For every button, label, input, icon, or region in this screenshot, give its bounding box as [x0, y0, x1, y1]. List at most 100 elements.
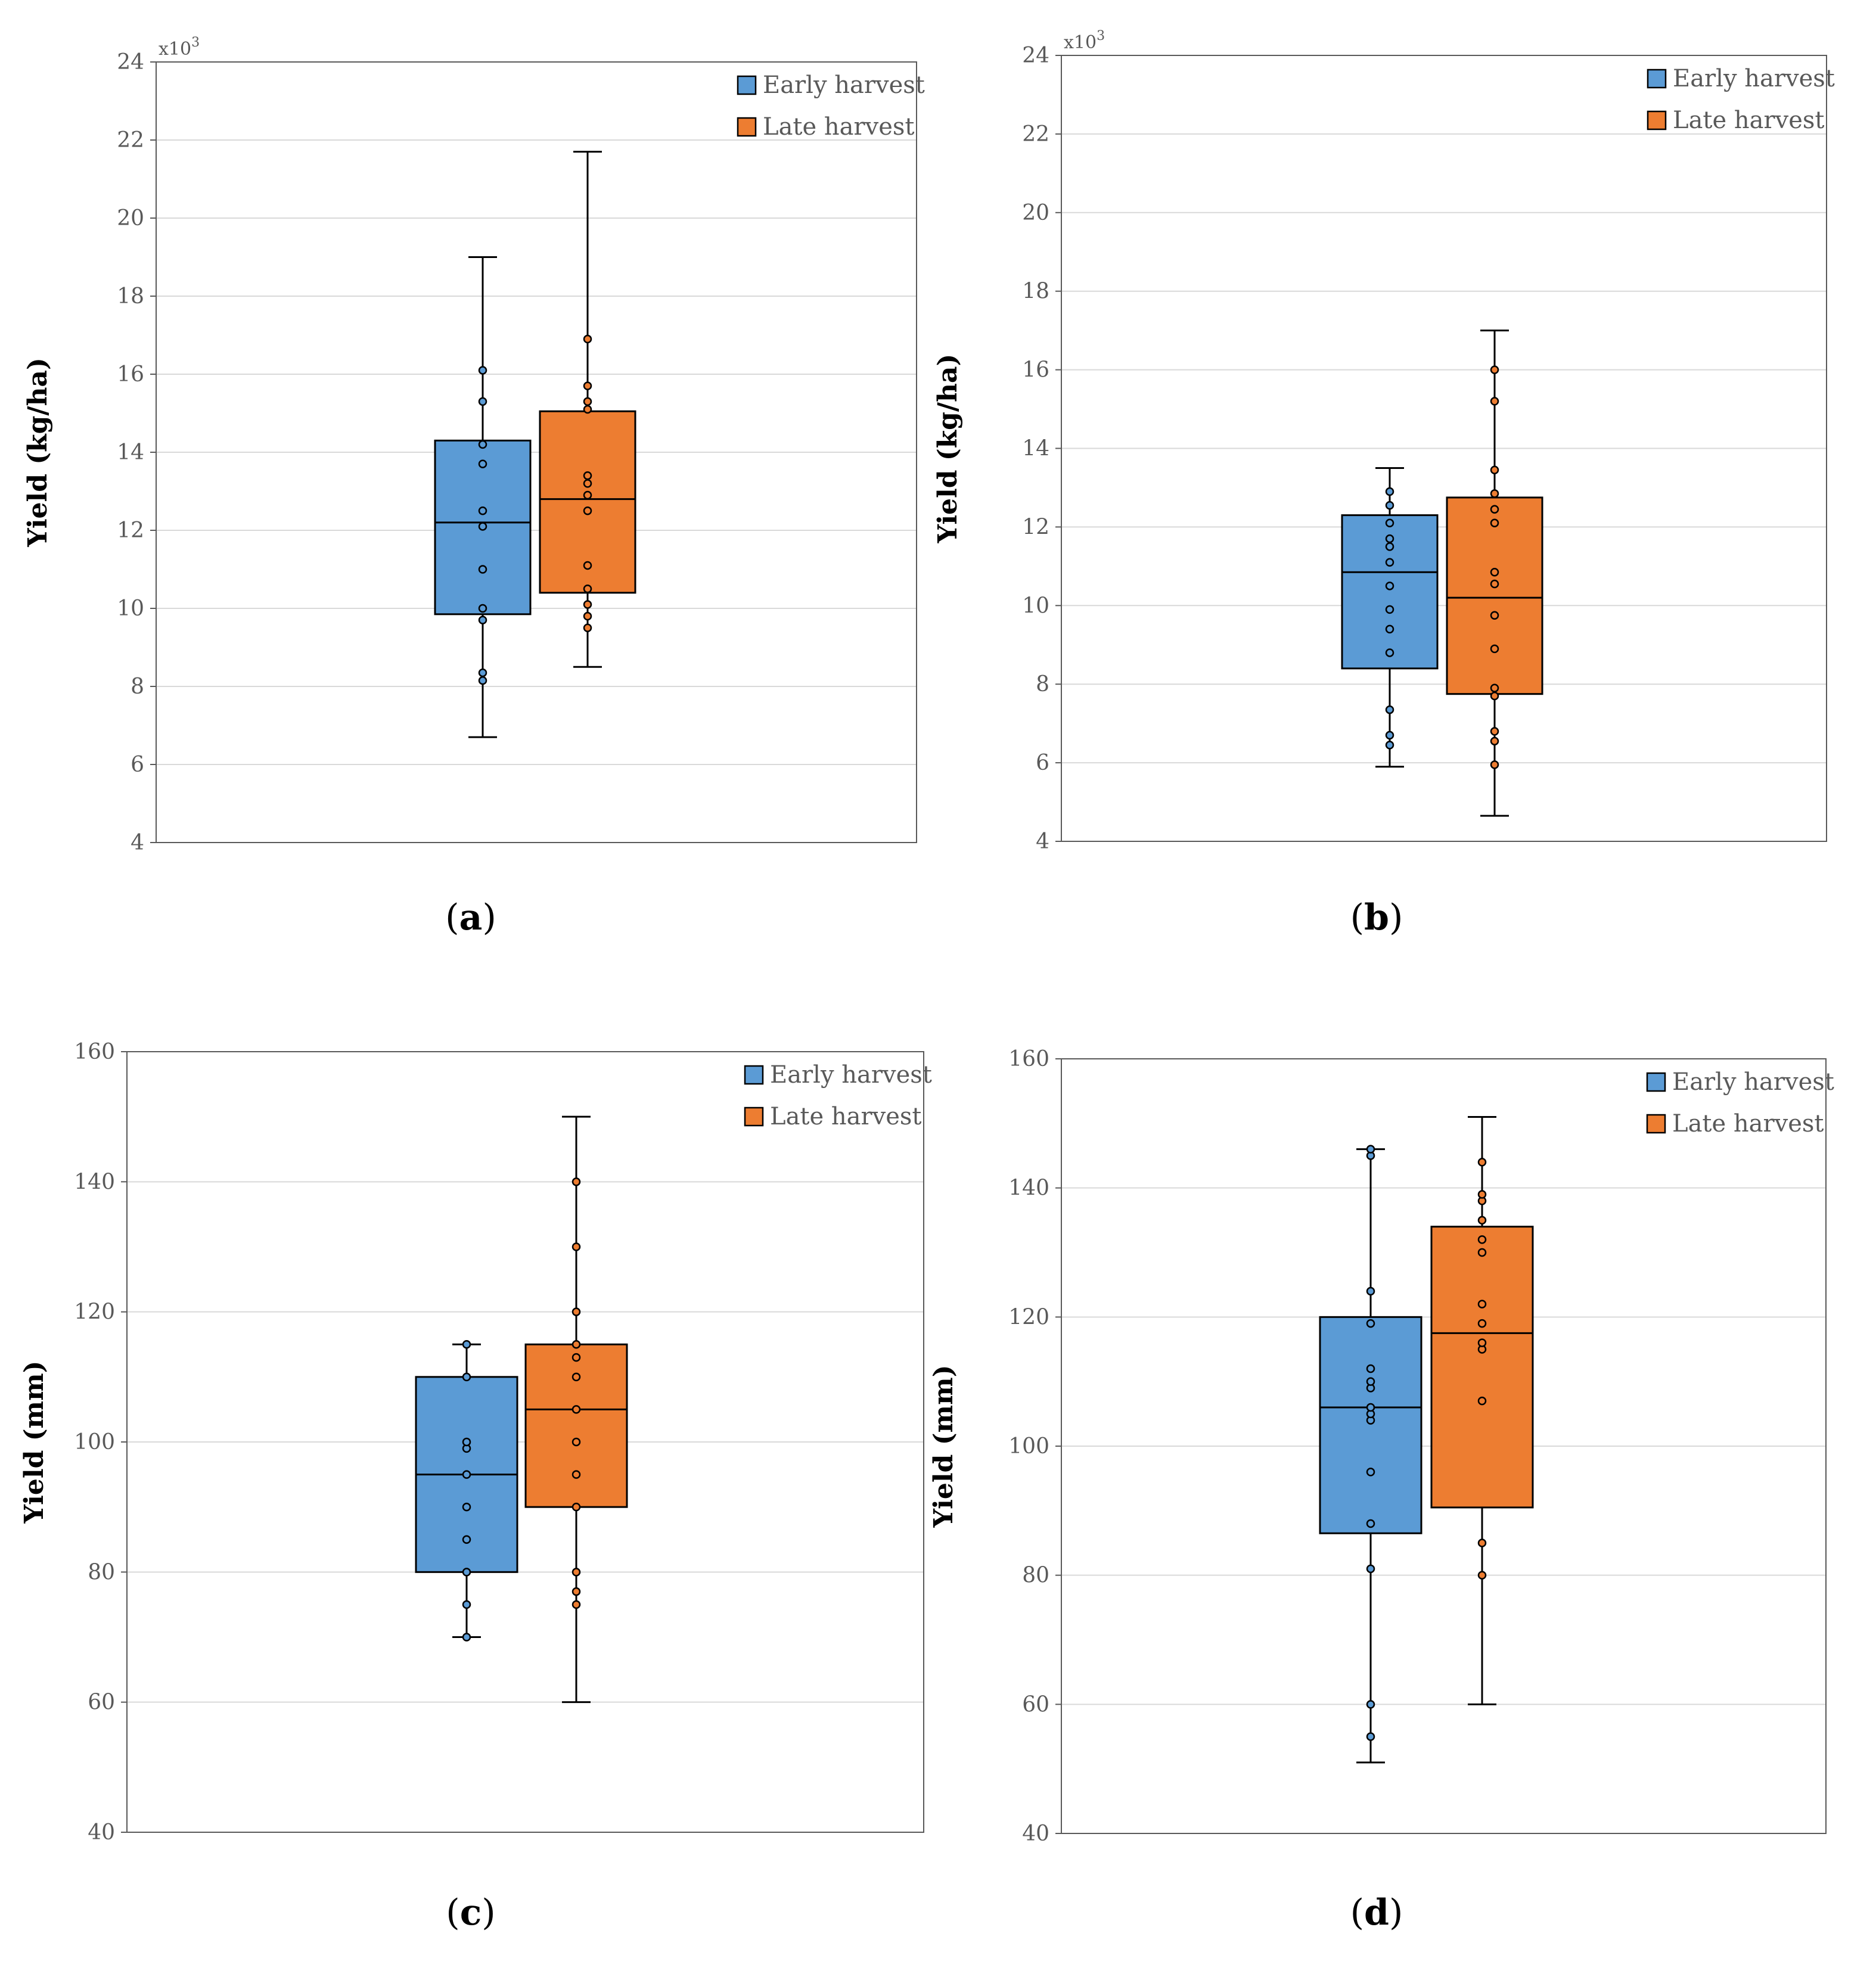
data-point	[1477, 1248, 1487, 1257]
data-point	[462, 1600, 471, 1609]
chart-panel-d: 40 60 80 100 120 140 160 Yield (mm) Early harves…	[928, 1047, 1834, 1934]
data-point	[1385, 605, 1394, 614]
y-axis-label: Yield (kg/ha)	[933, 354, 963, 544]
legend-early-harvest: Early harvest	[1646, 1068, 1834, 1096]
data-point	[1490, 691, 1499, 701]
legend-early-harvest: Early harvest	[1647, 65, 1835, 92]
data-point	[478, 459, 487, 468]
data-point	[478, 565, 487, 574]
data-point	[1385, 518, 1394, 528]
data-point	[462, 1437, 471, 1447]
data-point	[1477, 1216, 1487, 1225]
early-harvest-box	[415, 1340, 518, 1642]
legend-swatch	[737, 75, 757, 95]
data-point	[478, 616, 487, 624]
data-point	[583, 397, 592, 406]
y-tick-label: 6	[1036, 751, 1049, 775]
data-point	[1490, 736, 1499, 746]
data-point	[1385, 705, 1394, 714]
panel-label: (a)	[445, 897, 496, 938]
data-point	[1477, 1338, 1487, 1347]
legend-label: Early harvest	[1673, 65, 1835, 92]
data-point	[1366, 1364, 1375, 1373]
y-tick-label: 20	[1022, 201, 1049, 225]
data-point	[1366, 1468, 1375, 1477]
late-harvest-box	[1430, 1116, 1534, 1705]
y-tick-label: 160	[1008, 1047, 1049, 1071]
y-axis-label: Yield (mm)	[19, 1361, 49, 1524]
chart-panel-c: 40 60 80 100 120 140 160 Yield (mm) Early harves…	[19, 1040, 932, 1934]
data-point	[1490, 644, 1499, 654]
iqr-box	[524, 1343, 628, 1508]
y-axis-label: Yield (kg/ha)	[23, 358, 53, 548]
legend-swatch	[1647, 110, 1667, 130]
early-harvest-box	[1319, 1145, 1422, 1764]
data-point	[478, 668, 487, 677]
data-point	[1490, 760, 1499, 769]
data-point	[1385, 487, 1394, 496]
data-point	[1366, 1377, 1375, 1386]
data-point	[1366, 1564, 1375, 1574]
data-point	[1490, 365, 1499, 374]
y-tick-label: 120	[74, 1300, 115, 1325]
legend-swatch	[1647, 69, 1667, 89]
data-point	[1385, 624, 1394, 634]
data-point	[572, 1587, 581, 1596]
legend-label: Late harvest	[770, 1103, 921, 1130]
legend-late-harvest: Late harvest	[744, 1103, 921, 1130]
data-point	[1385, 558, 1394, 567]
y-tick-label: 24	[117, 50, 144, 74]
data-point	[583, 611, 592, 621]
iqr-box	[1319, 1316, 1422, 1534]
legend-label: Late harvest	[1672, 1110, 1824, 1137]
data-point	[572, 1470, 581, 1479]
panel-label: (c)	[446, 1892, 495, 1934]
data-point	[572, 1405, 581, 1414]
data-point	[1490, 505, 1499, 514]
data-point	[1385, 542, 1394, 551]
axis-multiplier: x103	[159, 35, 200, 60]
data-point	[1477, 1235, 1487, 1244]
data-point	[1490, 727, 1499, 736]
data-point	[478, 440, 487, 449]
legend-swatch	[744, 1065, 764, 1085]
data-point	[572, 1372, 581, 1382]
data-point	[572, 1353, 581, 1362]
data-point	[1385, 501, 1394, 510]
data-point	[1385, 731, 1394, 740]
axis-multiplier: x103	[1064, 29, 1105, 53]
data-point	[462, 1568, 471, 1577]
legend-swatch	[737, 117, 757, 137]
data-point	[583, 479, 592, 488]
legend-early-harvest: Early harvest	[744, 1061, 932, 1089]
data-point	[572, 1600, 581, 1609]
data-point	[572, 1437, 581, 1447]
legend-label: Late harvest	[763, 113, 914, 141]
data-point	[1366, 1732, 1375, 1741]
data-point	[583, 381, 592, 390]
y-tick-label: 4	[1036, 829, 1049, 854]
data-point	[462, 1372, 471, 1382]
data-point	[572, 1242, 581, 1251]
data-point	[1366, 1145, 1375, 1154]
y-tick-label: 40	[1022, 1822, 1049, 1846]
y-tick-label: 140	[74, 1170, 115, 1194]
data-point	[462, 1535, 471, 1544]
y-tick-label: 18	[1022, 279, 1049, 304]
y-tick-label: 22	[1022, 122, 1049, 147]
data-point	[1490, 611, 1499, 620]
data-point	[478, 506, 487, 515]
data-point	[478, 676, 487, 685]
legend-swatch	[744, 1106, 764, 1127]
y-tick-label: 40	[88, 1820, 115, 1845]
data-point	[583, 585, 592, 593]
data-point	[1490, 518, 1499, 528]
y-tick-label: 24	[1022, 43, 1049, 68]
data-point	[1366, 1286, 1375, 1296]
legend-swatch	[1646, 1072, 1666, 1092]
data-point	[462, 1633, 471, 1642]
y-tick-label: 16	[1022, 358, 1049, 383]
y-tick-label: 100	[1008, 1434, 1049, 1459]
